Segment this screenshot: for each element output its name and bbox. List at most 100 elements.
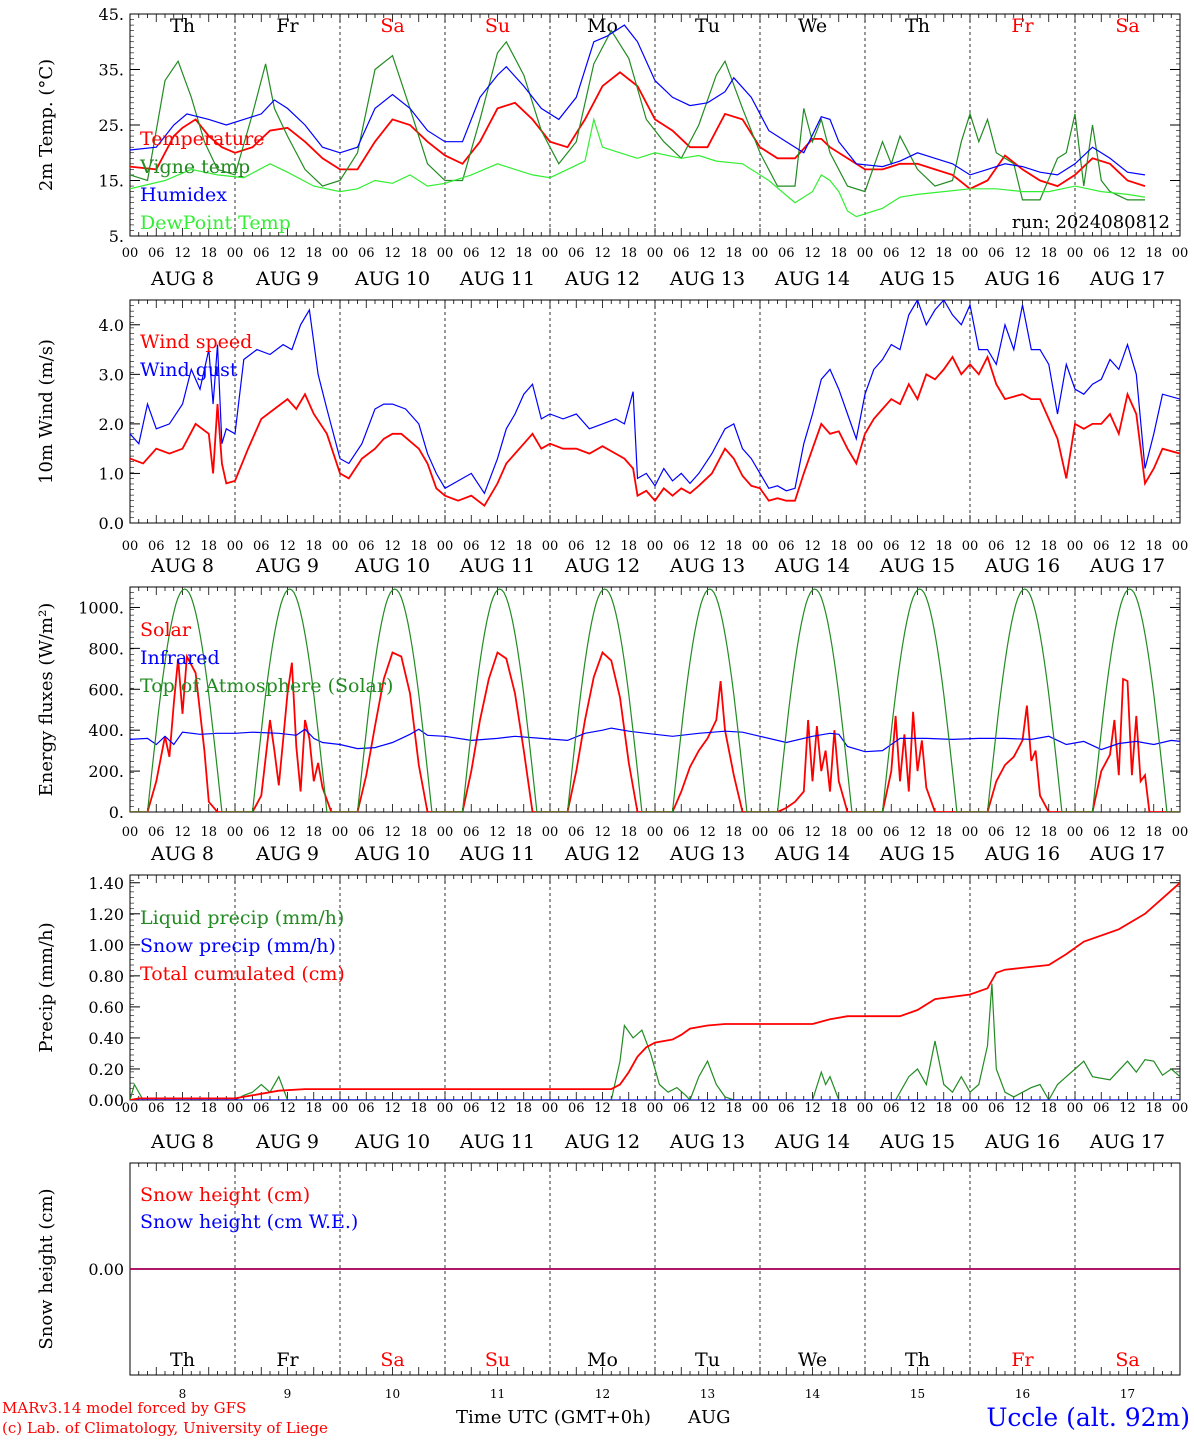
- panel-3: 1000. 800. 600. 400. 200. 0. Energy fluxes (W/…: [36, 586, 1188, 865]
- weekday-label: We: [798, 15, 827, 37]
- y-tick-label: 1.40: [88, 874, 124, 893]
- weekday-label: Mo: [587, 1349, 618, 1371]
- weekday-label: Fr: [1011, 15, 1034, 37]
- hour-tick-label: 00: [752, 825, 769, 840]
- hour-tick-label: 12: [804, 246, 821, 261]
- y-tick-label: 0.60: [88, 998, 124, 1017]
- y-tick-label: 25.: [99, 116, 124, 135]
- y-tick-label: 1.20: [88, 905, 124, 924]
- y-tick-label: 0.00: [88, 1260, 124, 1279]
- day-number-label: 15: [910, 1387, 925, 1401]
- hour-tick-label: 06: [568, 246, 585, 261]
- hour-tick-label: 00: [437, 246, 454, 261]
- hour-tick-label: 18: [1040, 539, 1057, 554]
- footer-copyright-text: (c) Lab. of Climatology, University of L…: [2, 1419, 328, 1437]
- hour-tick-label: 12: [384, 246, 401, 261]
- hour-tick-label: 12: [279, 1101, 296, 1116]
- hour-tick-label: 06: [253, 1101, 270, 1116]
- hour-tick-label: 18: [830, 539, 847, 554]
- weekday-label: Sa: [1115, 1349, 1139, 1371]
- hour-tick-label: 06: [568, 825, 585, 840]
- date-label: AUG 15: [879, 843, 955, 865]
- y-tick-label: 15.: [99, 172, 124, 191]
- series-line-humidex: [130, 24, 1146, 176]
- hour-tick-label: 00: [1067, 825, 1084, 840]
- hour-tick-label: 06: [253, 246, 270, 261]
- hour-tick-label: 06: [358, 1101, 375, 1116]
- hour-tick-label: 18: [410, 1101, 427, 1116]
- hour-tick-label: 06: [568, 539, 585, 554]
- y-tick-label: 600.: [88, 680, 124, 699]
- y-tick-label: 3.0: [99, 365, 124, 384]
- y-tick-label: 35.: [99, 61, 124, 80]
- date-label: AUG 15: [879, 268, 955, 290]
- hour-tick-label: 06: [988, 246, 1005, 261]
- legend-entry: Vigne temp: [139, 156, 250, 178]
- x-axis-label: Time UTC (GMT+0h): [456, 1407, 651, 1428]
- y-tick-label: 0.: [109, 803, 124, 822]
- hour-tick-label: 18: [830, 1101, 847, 1116]
- hour-tick-label: 18: [935, 246, 952, 261]
- date-label: AUG 13: [669, 843, 745, 865]
- hour-tick-label: 06: [463, 1101, 480, 1116]
- date-label: AUG 11: [459, 843, 535, 865]
- hour-tick-label: 12: [909, 1101, 926, 1116]
- hour-tick-label: 06: [358, 539, 375, 554]
- y-tick-label: 1.0: [99, 464, 124, 483]
- hour-tick-label: 00: [647, 825, 664, 840]
- y-tick-label: 0.0: [99, 514, 124, 533]
- date-label: AUG 16: [984, 843, 1060, 865]
- hour-tick-label: 00: [1172, 246, 1189, 261]
- date-label: AUG 12: [564, 555, 640, 577]
- hour-tick-label: 18: [620, 825, 637, 840]
- hour-tick-label: 00: [227, 1101, 244, 1116]
- hour-tick-label: 06: [883, 1101, 900, 1116]
- hour-tick-label: 06: [883, 825, 900, 840]
- day-number-label: 12: [595, 1387, 610, 1401]
- hour-tick-label: 12: [1119, 825, 1136, 840]
- panel-frame: [129, 299, 1181, 524]
- y-axis-label: Energy fluxes (W/m²): [36, 603, 57, 797]
- weekday-label: Su: [485, 1349, 510, 1371]
- y-axis-label: 2m Temp. (°C): [36, 59, 57, 191]
- weekday-label: Th: [170, 15, 195, 37]
- series-line-top-of-atmosphere-solar: [130, 588, 1180, 812]
- hour-tick-label: 06: [778, 246, 795, 261]
- hour-tick-label: 12: [489, 539, 506, 554]
- date-label: AUG 9: [255, 268, 319, 290]
- hour-tick-label: 18: [200, 825, 217, 840]
- hour-tick-label: 18: [515, 1101, 532, 1116]
- run-annotation: run: 2024080812: [1012, 212, 1170, 233]
- hour-tick-label: 06: [673, 539, 690, 554]
- series-line-solar: [130, 650, 1180, 812]
- hour-tick-label: 06: [988, 825, 1005, 840]
- date-label: AUG 12: [564, 268, 640, 290]
- weekday-label: Th: [905, 1349, 930, 1371]
- date-label: AUG 14: [774, 268, 850, 290]
- hour-tick-label: 00: [332, 246, 349, 261]
- hour-tick-label: 12: [804, 825, 821, 840]
- hour-tick-label: 00: [332, 539, 349, 554]
- date-label: AUG 12: [564, 1131, 640, 1153]
- date-label: AUG 10: [354, 843, 430, 865]
- legend-entry: Solar: [140, 619, 192, 641]
- hour-tick-label: 06: [778, 539, 795, 554]
- hour-tick-label: 00: [857, 539, 874, 554]
- hour-tick-label: 06: [463, 246, 480, 261]
- hour-tick-label: 00: [542, 246, 559, 261]
- legend-entry: Top of Atmosphere (Solar): [140, 675, 393, 697]
- day-number-label: 16: [1015, 1387, 1030, 1401]
- date-label: AUG 15: [879, 1131, 955, 1153]
- hour-tick-label: 00: [1067, 539, 1084, 554]
- hour-tick-label: 00: [227, 539, 244, 554]
- legend-entry: Snow height (cm W.E.): [140, 1211, 358, 1233]
- day-number-label: 14: [805, 1387, 821, 1401]
- hour-tick-label: 18: [620, 539, 637, 554]
- hour-tick-label: 00: [647, 539, 664, 554]
- hour-tick-label: 12: [174, 825, 191, 840]
- hour-tick-label: 12: [804, 1101, 821, 1116]
- hour-tick-label: 06: [463, 825, 480, 840]
- hour-tick-label: 00: [227, 825, 244, 840]
- hour-tick-label: 00: [752, 246, 769, 261]
- hour-tick-label: 00: [1172, 1101, 1189, 1116]
